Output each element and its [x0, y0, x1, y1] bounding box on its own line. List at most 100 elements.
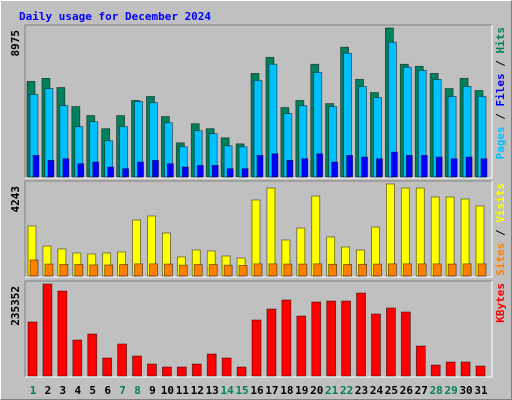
- bar: [47, 159, 55, 178]
- bar: [402, 263, 412, 277]
- legend-entry: Hits: [494, 27, 507, 54]
- x-tick-label: 13: [206, 384, 219, 397]
- y-max-label: 8975: [9, 30, 22, 57]
- x-tick-label: 10: [161, 384, 174, 397]
- bar: [417, 263, 427, 277]
- bar: [211, 164, 219, 178]
- panel-light: [25, 25, 493, 179]
- x-tick-label: 9: [149, 384, 156, 397]
- bar: [221, 357, 232, 377]
- x-tick-label: 31: [474, 384, 488, 397]
- bar: [178, 264, 188, 277]
- x-tick-label: 6: [104, 384, 111, 397]
- bar: [331, 161, 339, 178]
- bar: [236, 366, 247, 377]
- bar: [390, 151, 398, 178]
- x-tick-label: 24: [370, 384, 384, 397]
- bar: [196, 164, 204, 178]
- bar: [152, 159, 159, 178]
- bar: [74, 264, 84, 277]
- panel-shadow: [24, 24, 492, 178]
- legend: Sites / Visits: [494, 183, 507, 276]
- bar: [415, 345, 426, 377]
- legend-entry: Visits: [494, 183, 507, 223]
- bar: [119, 264, 128, 277]
- bar: [462, 263, 472, 277]
- bar: [241, 168, 249, 178]
- bar: [72, 339, 83, 377]
- bar: [87, 333, 98, 377]
- bar: [92, 161, 100, 178]
- x-tick-label: 16: [250, 384, 264, 397]
- bar: [256, 155, 264, 178]
- bar: [420, 155, 428, 178]
- bar: [122, 168, 129, 178]
- x-tick-label: 4: [74, 384, 81, 397]
- x-tick-label: 25: [385, 384, 398, 397]
- y-max-label: 235352: [9, 286, 22, 326]
- bar: [313, 263, 323, 277]
- bar: [385, 307, 396, 377]
- legend-entry: Pages: [494, 126, 507, 159]
- bar: [447, 263, 457, 277]
- panel-shadow: [24, 180, 492, 277]
- bar: [147, 363, 157, 377]
- bar: [107, 166, 115, 178]
- bar: [223, 264, 233, 277]
- bar: [311, 301, 322, 377]
- bar: [253, 263, 263, 277]
- legend: KBytes: [494, 283, 507, 323]
- bar: [181, 166, 189, 178]
- bar: [191, 363, 202, 377]
- bar: [132, 355, 142, 377]
- x-tick-label: 23: [355, 384, 368, 397]
- bar: [268, 263, 278, 277]
- legend-separator: /: [494, 54, 507, 74]
- panel-light: [25, 281, 493, 378]
- bar: [400, 311, 411, 377]
- bar: [405, 155, 413, 178]
- bar: [296, 315, 307, 377]
- bar: [298, 263, 308, 277]
- bar: [346, 155, 354, 178]
- bar: [134, 263, 143, 277]
- x-tick-label: 8: [134, 384, 141, 397]
- x-tick-label: 17: [265, 384, 278, 397]
- bar: [316, 153, 324, 178]
- bar: [251, 319, 262, 377]
- bar: [59, 264, 69, 277]
- x-tick-label: 3: [60, 384, 67, 397]
- x-tick-label: 27: [415, 384, 428, 397]
- x-tick-label: 22: [340, 384, 353, 397]
- bar: [149, 263, 158, 277]
- bar: [465, 156, 473, 178]
- bar: [480, 158, 488, 178]
- x-tick-label: 18: [280, 384, 293, 397]
- x-tick-label: 15: [235, 384, 248, 397]
- bar: [283, 263, 293, 277]
- x-tick-label: 14: [221, 384, 235, 397]
- bar: [361, 156, 368, 178]
- bar: [430, 364, 441, 377]
- bar: [343, 264, 353, 277]
- bar: [281, 299, 292, 377]
- bar: [166, 163, 174, 178]
- x-tick-label: 26: [400, 384, 414, 397]
- x-tick-label: 2: [45, 384, 52, 397]
- bar: [238, 264, 248, 277]
- legend-entry: Sites: [494, 243, 507, 276]
- bar: [62, 158, 70, 178]
- bar: [450, 158, 458, 178]
- bar: [193, 264, 203, 277]
- bar: [475, 365, 486, 377]
- bar: [137, 161, 144, 178]
- bar: [328, 263, 338, 277]
- legend-separator: /: [494, 107, 507, 127]
- bar: [32, 155, 40, 178]
- bar: [376, 158, 383, 178]
- panel-shadow: [24, 280, 492, 377]
- bar: [341, 300, 352, 377]
- x-tick-label: 19: [295, 384, 308, 397]
